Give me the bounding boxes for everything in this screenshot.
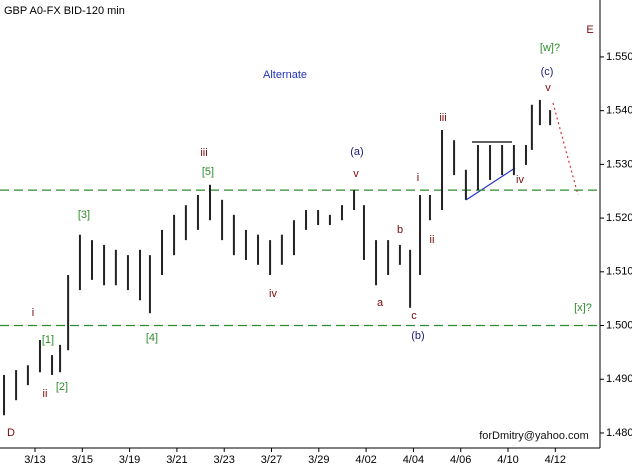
wave-label: a [377, 297, 384, 309]
x-tick-label: 4/06 [450, 454, 471, 466]
wave-label: [x]? [574, 302, 592, 314]
x-tick-label: 3/23 [213, 454, 234, 466]
wave-label: [w]? [540, 42, 560, 54]
wave-label: iv [516, 174, 524, 186]
y-tick-label: 1.540 [606, 105, 632, 117]
wave-label: E [586, 24, 593, 36]
chart-title: GBP A0-FX BID-120 min [4, 5, 125, 17]
y-tick-label: 1.520 [606, 212, 632, 224]
x-tick-label: 3/29 [308, 454, 329, 466]
x-tick-label: 4/04 [403, 454, 424, 466]
y-tick-label: 1.480 [606, 427, 632, 439]
y-tick-label: 1.500 [606, 319, 632, 331]
x-tick-label: 4/02 [355, 454, 376, 466]
wave-label: [5] [202, 166, 214, 178]
wave-label: v [545, 82, 551, 94]
wave-label: Alternate [263, 69, 307, 81]
x-tick-label: 3/15 [72, 454, 93, 466]
x-tick-label: 4/10 [497, 454, 518, 466]
x-tick-label: 4/12 [545, 454, 566, 466]
wave-label: ii [430, 234, 435, 246]
wave-label: ii [43, 388, 48, 400]
x-tick-label: 3/27 [261, 454, 282, 466]
wave-label: i [32, 307, 34, 319]
trend-line [465, 167, 516, 201]
y-tick-label: 1.530 [606, 158, 632, 170]
wave-label: [2] [56, 381, 68, 393]
y-tick-label: 1.510 [606, 266, 632, 278]
wave-label: iii [200, 147, 207, 159]
x-tick-label: 3/21 [166, 454, 187, 466]
projection-line [552, 102, 579, 196]
wave-label: v [353, 168, 359, 180]
wave-label: forDmitry@yahoo.com [479, 430, 589, 442]
wave-label: (c) [541, 66, 554, 78]
y-tick-label: 1.490 [606, 373, 632, 385]
wave-label: i [417, 172, 419, 184]
wave-label: [4] [146, 332, 158, 344]
wave-label: c [411, 310, 417, 322]
wave-label: [1] [42, 334, 54, 346]
wave-label: iii [439, 112, 446, 124]
y-tick-label: 1.550 [606, 51, 632, 63]
wave-label: [3] [78, 209, 90, 221]
wave-label: D [7, 427, 15, 439]
wave-label: (b) [411, 330, 424, 342]
x-tick-label: 3/13 [24, 454, 45, 466]
wave-label: (a) [350, 146, 363, 158]
wave-label: iv [269, 288, 277, 300]
wave-label: b [397, 224, 403, 236]
x-tick-label: 3/19 [119, 454, 140, 466]
